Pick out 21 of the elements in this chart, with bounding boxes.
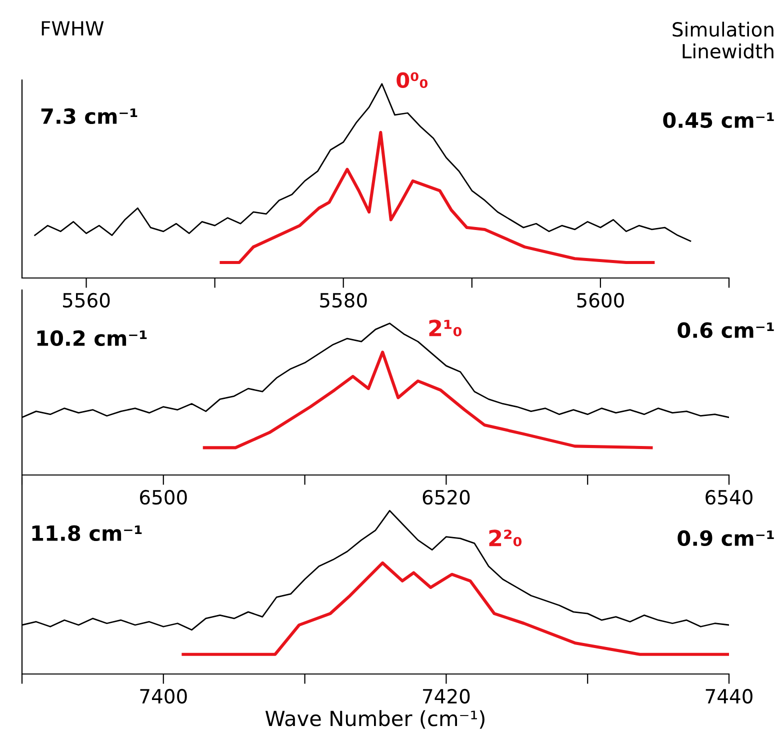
x-tick-label: 6500 (140, 490, 187, 505)
x-tick-label: 7400 (140, 688, 187, 704)
text: Simulation Linewidth (672, 22, 774, 59)
x-tick-label: 5560 (63, 292, 110, 308)
annotation: 11.8 cm⁻¹ (32, 525, 142, 542)
x-tick-label: 5600 (577, 292, 624, 308)
x-tick-label: 7440 (706, 688, 752, 704)
annotation: 2¹₀ (429, 320, 462, 336)
x-tick-label: 5580 (320, 292, 367, 308)
annotation: 7.3 cm⁻¹ (41, 108, 138, 124)
annotation: 0.9 cm⁻¹ (678, 530, 774, 546)
x-tick-label: 6520 (422, 490, 470, 505)
annotation: 2²₀ (489, 530, 522, 546)
x-tick-label: 7420 (423, 688, 470, 704)
annotation: 0.6 cm⁻¹ (678, 322, 774, 338)
x-tick-label: 6540 (706, 490, 752, 505)
text: FWHW (42, 21, 104, 36)
annotation: 0.45 cm⁻¹ (663, 112, 774, 128)
x-axis-title: Wave Number (cm⁻¹) (265, 710, 484, 729)
annotation: 0⁰₀ (396, 72, 428, 88)
annotation: 10.2 cm⁻¹ (37, 330, 147, 346)
